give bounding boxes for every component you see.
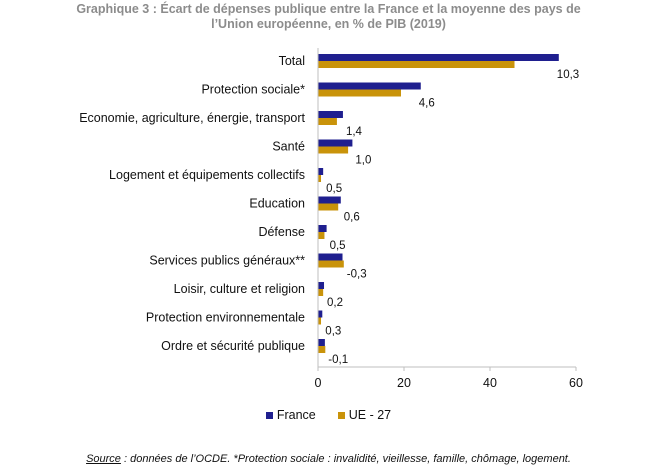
- gap-value-label: 4,6: [419, 98, 435, 110]
- bar-france: [318, 168, 324, 175]
- chart-title: Graphique 3 : Écart de dépenses publique…: [0, 2, 657, 32]
- bar-ue27: [318, 260, 344, 268]
- x-tick-label: 40: [483, 376, 497, 390]
- legend-item-france: France: [265, 408, 316, 422]
- category-label: Protection environnementale: [146, 311, 305, 325]
- bar-ue27: [318, 317, 322, 325]
- gap-value-label: -0,1: [328, 354, 348, 366]
- bar-ue27: [318, 203, 339, 211]
- bar-ue27: [318, 232, 325, 239]
- gap-value-label: 0,2: [327, 297, 343, 309]
- category-label: Loisir, culture et religion: [174, 282, 305, 296]
- legend-swatch-ue27: [337, 411, 345, 419]
- bar-france: [318, 253, 343, 261]
- bar-france: [318, 225, 327, 232]
- source-text: : données de l’OCDE. *Protection sociale…: [120, 453, 571, 465]
- source-key: Source: [86, 453, 121, 465]
- gap-value-label: 0,5: [326, 183, 342, 195]
- bar-ue27: [318, 146, 349, 154]
- category-label: Education: [249, 197, 305, 211]
- gap-value-label: 10,3: [557, 69, 579, 81]
- category-label: Services publics généraux**: [149, 254, 305, 268]
- x-tick-label: 20: [397, 376, 411, 390]
- category-label: Protection sociale*: [201, 83, 305, 97]
- bar-ue27: [318, 346, 326, 353]
- bar-france: [318, 111, 343, 118]
- legend-item-ue27: UE - 27: [337, 408, 392, 422]
- gap-value-label: 0,3: [325, 326, 341, 338]
- bar-ue27: [318, 289, 324, 296]
- category-label: Ordre et sécurité publique: [161, 339, 305, 353]
- bar-ue27: [318, 175, 322, 182]
- gap-value-label: 1,4: [346, 126, 363, 138]
- gap-value-label: 1,0: [355, 155, 371, 167]
- category-label: Total: [279, 54, 305, 68]
- bar-france: [318, 82, 421, 90]
- bar-france: [318, 282, 325, 289]
- chart-title-line1: Graphique 3 : Écart de dépenses publique…: [76, 2, 581, 16]
- bar-france: [318, 310, 323, 318]
- category-label: Logement et équipements collectifs: [109, 168, 305, 182]
- bar-ue27: [318, 118, 337, 125]
- x-tick-label: 60: [569, 376, 583, 390]
- bar-ue27: [318, 61, 515, 68]
- bar-france: [318, 196, 341, 204]
- gap-value-label: 0,6: [344, 212, 360, 224]
- gap-value-label: 0,5: [330, 240, 346, 252]
- legend-label-france: France: [276, 408, 316, 422]
- category-label: Santé: [272, 140, 305, 154]
- legend: France UE - 27: [0, 408, 657, 422]
- bar-chart: Total 10,3 Protection sociale* 4,6 Economie,…: [79, 48, 583, 390]
- bar-ue27: [318, 89, 401, 97]
- legend-label-ue27: UE - 27: [348, 408, 392, 422]
- category-label: Défense: [258, 225, 305, 239]
- gap-value-label: -0,3: [347, 269, 367, 281]
- bar-france: [318, 54, 559, 61]
- bar-france: [318, 339, 325, 346]
- source-note: Source : données de l’OCDE. *Protection …: [0, 453, 657, 465]
- x-tick-label: 0: [315, 376, 322, 390]
- legend-swatch-france: [265, 411, 273, 419]
- bar-france: [318, 139, 353, 147]
- category-label: Economie, agriculture, énergie, transpor…: [79, 111, 305, 125]
- chart-title-line2: l’Union européenne, en % de PIB (2019): [211, 17, 446, 31]
